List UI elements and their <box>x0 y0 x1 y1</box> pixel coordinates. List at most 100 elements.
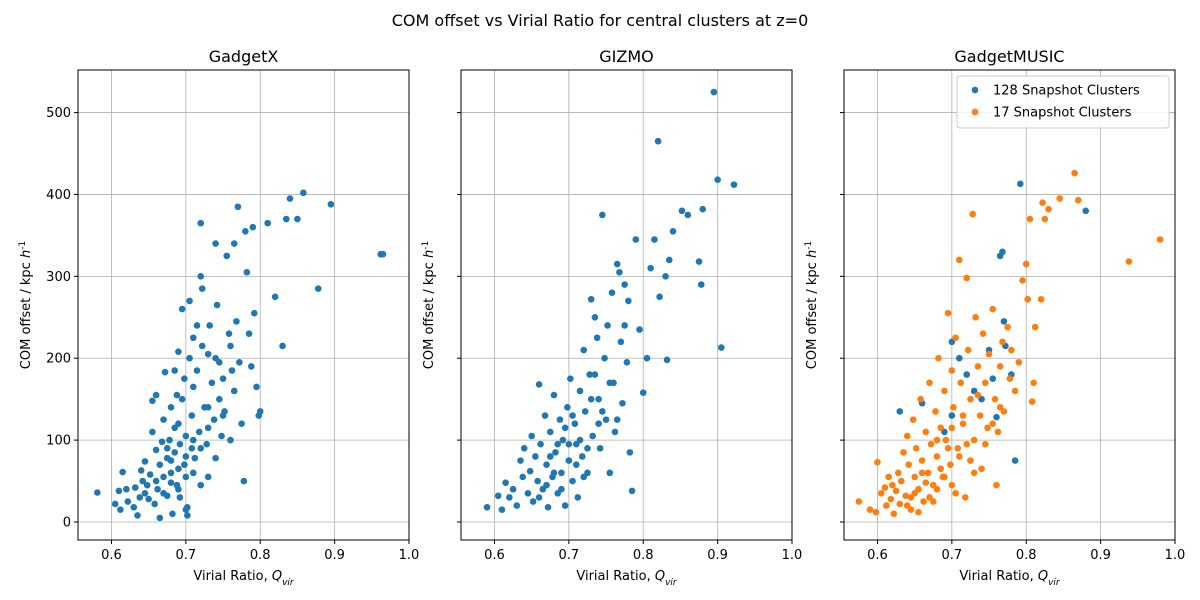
data-point <box>989 305 997 313</box>
data-point <box>188 412 196 419</box>
data-point <box>513 502 521 509</box>
data-point <box>920 498 927 505</box>
data-point <box>897 477 905 485</box>
data-point <box>613 416 621 423</box>
data-point <box>907 494 915 501</box>
x-tick-label: 0.7 <box>942 548 963 563</box>
data-point <box>1028 398 1036 405</box>
x-axis-label: Virial Ratio, Qvir <box>193 569 295 588</box>
data-point <box>855 498 863 505</box>
data-point <box>117 506 124 514</box>
data-point <box>163 444 171 452</box>
x-tick-label: 0.8 <box>633 548 654 563</box>
data-point <box>604 322 611 329</box>
data-point <box>550 469 558 477</box>
data-point <box>900 449 907 456</box>
data-point <box>181 461 188 468</box>
data-point <box>963 371 971 378</box>
data-point <box>1030 379 1037 387</box>
data-point <box>915 508 922 516</box>
data-point <box>651 236 658 243</box>
data-point <box>286 195 294 202</box>
data-point <box>156 514 164 522</box>
data-point <box>695 258 703 265</box>
data-point <box>967 457 974 464</box>
data-point <box>957 379 965 387</box>
data-point <box>1015 359 1023 366</box>
data-point <box>327 200 335 208</box>
data-point <box>176 494 184 501</box>
data-point <box>160 416 167 423</box>
data-point <box>178 305 186 313</box>
data-point <box>571 420 579 428</box>
data-point <box>663 356 671 364</box>
data-point <box>948 412 956 419</box>
figure-title: COM offset vs Virial Ratio for central c… <box>392 11 809 30</box>
data-point <box>535 494 543 501</box>
data-point <box>236 359 243 366</box>
data-point <box>885 473 892 481</box>
data-point <box>613 260 621 268</box>
data-point <box>193 322 201 329</box>
y-tick-label: 500 <box>46 106 71 121</box>
data-point <box>883 502 890 509</box>
data-point <box>976 412 984 419</box>
data-point <box>1156 236 1164 243</box>
data-point <box>1056 195 1064 202</box>
data-point <box>249 223 257 231</box>
data-point <box>167 479 175 486</box>
data-point <box>212 354 219 362</box>
data-point <box>1031 323 1039 331</box>
data-point <box>944 444 952 452</box>
data-point <box>175 465 182 473</box>
data-point <box>160 473 167 481</box>
data-point <box>935 354 942 362</box>
data-point <box>182 506 190 514</box>
data-point <box>606 469 614 477</box>
data-point <box>623 359 631 366</box>
data-point <box>662 273 669 280</box>
data-point <box>576 436 584 444</box>
data-point <box>256 408 264 415</box>
data-point <box>204 424 212 432</box>
data-point <box>569 412 576 419</box>
data-point <box>999 338 1006 346</box>
data-point <box>151 500 158 508</box>
y-tick-label: 0 <box>63 515 71 530</box>
series-0 <box>483 88 738 514</box>
data-point <box>197 219 205 227</box>
data-point <box>730 181 738 188</box>
data-point <box>896 500 904 508</box>
data-point <box>872 508 880 516</box>
data-point <box>124 498 132 505</box>
data-point <box>587 395 595 403</box>
data-point <box>245 330 253 337</box>
data-point <box>591 313 599 321</box>
data-point <box>589 432 596 440</box>
data-point <box>1019 277 1026 284</box>
data-point <box>911 473 918 481</box>
data-point <box>212 454 219 462</box>
data-point <box>483 503 491 511</box>
data-point <box>197 273 205 280</box>
x-tick-label: 0.8 <box>1016 548 1037 563</box>
data-point <box>558 485 565 493</box>
data-point <box>896 408 904 415</box>
data-point <box>941 387 948 395</box>
data-point <box>498 506 506 514</box>
data-point <box>1075 196 1082 204</box>
data-point <box>890 510 898 518</box>
data-point <box>193 367 201 374</box>
data-point <box>1082 207 1090 215</box>
data-point <box>601 354 608 362</box>
data-point <box>198 285 206 292</box>
data-point <box>203 440 210 448</box>
legend-marker <box>971 108 979 116</box>
data-point <box>964 346 972 354</box>
panels: 0.6 0.7 0.8 0.9 1.0 0 100 200 300 400 500 GadgetX Vi… <box>18 47 1185 588</box>
data-point <box>584 444 591 452</box>
data-point <box>1024 295 1032 303</box>
series-0 <box>94 189 387 522</box>
